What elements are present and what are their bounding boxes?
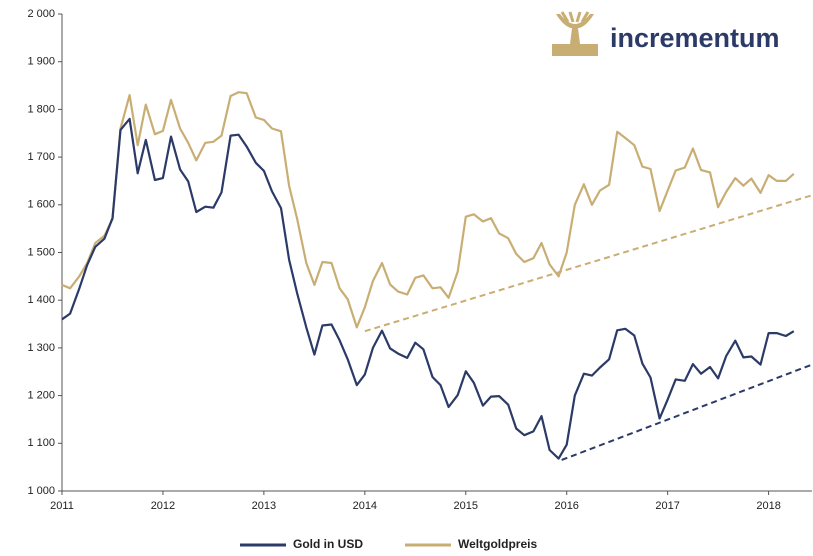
x-tick-label: 2014 [353,500,377,512]
legend-label: Weltgoldpreis [458,537,537,551]
x-tick-label: 2017 [655,500,679,512]
y-tick-label: 1 700 [27,151,55,163]
y-tick-label: 1 100 [27,437,55,449]
y-tick-label: 1 000 [27,485,55,497]
y-tick-label: 1 900 [27,56,55,68]
logo-text: incrementum [610,23,780,53]
y-tick-label: 1 200 [27,390,55,402]
legend-label: Gold in USD [293,537,363,551]
y-tick-label: 1 400 [27,294,55,306]
x-tick-label: 2015 [454,500,478,512]
y-tick-label: 1 300 [27,342,55,354]
x-tick-label: 2016 [554,500,578,512]
trendline [364,194,813,333]
x-tick-label: 2018 [756,500,780,512]
y-tick-label: 1 500 [27,246,55,258]
y-tick-label: 1 800 [27,103,55,115]
y-tick-label: 1 600 [27,199,55,211]
series-line [61,117,795,460]
x-tick-label: 2012 [151,500,175,512]
logo-icon [552,11,598,56]
y-tick-label: 2 000 [27,8,55,20]
trendline [561,363,813,461]
x-tick-label: 2011 [50,500,74,512]
series-line [61,91,795,329]
x-tick-label: 2013 [252,500,276,512]
